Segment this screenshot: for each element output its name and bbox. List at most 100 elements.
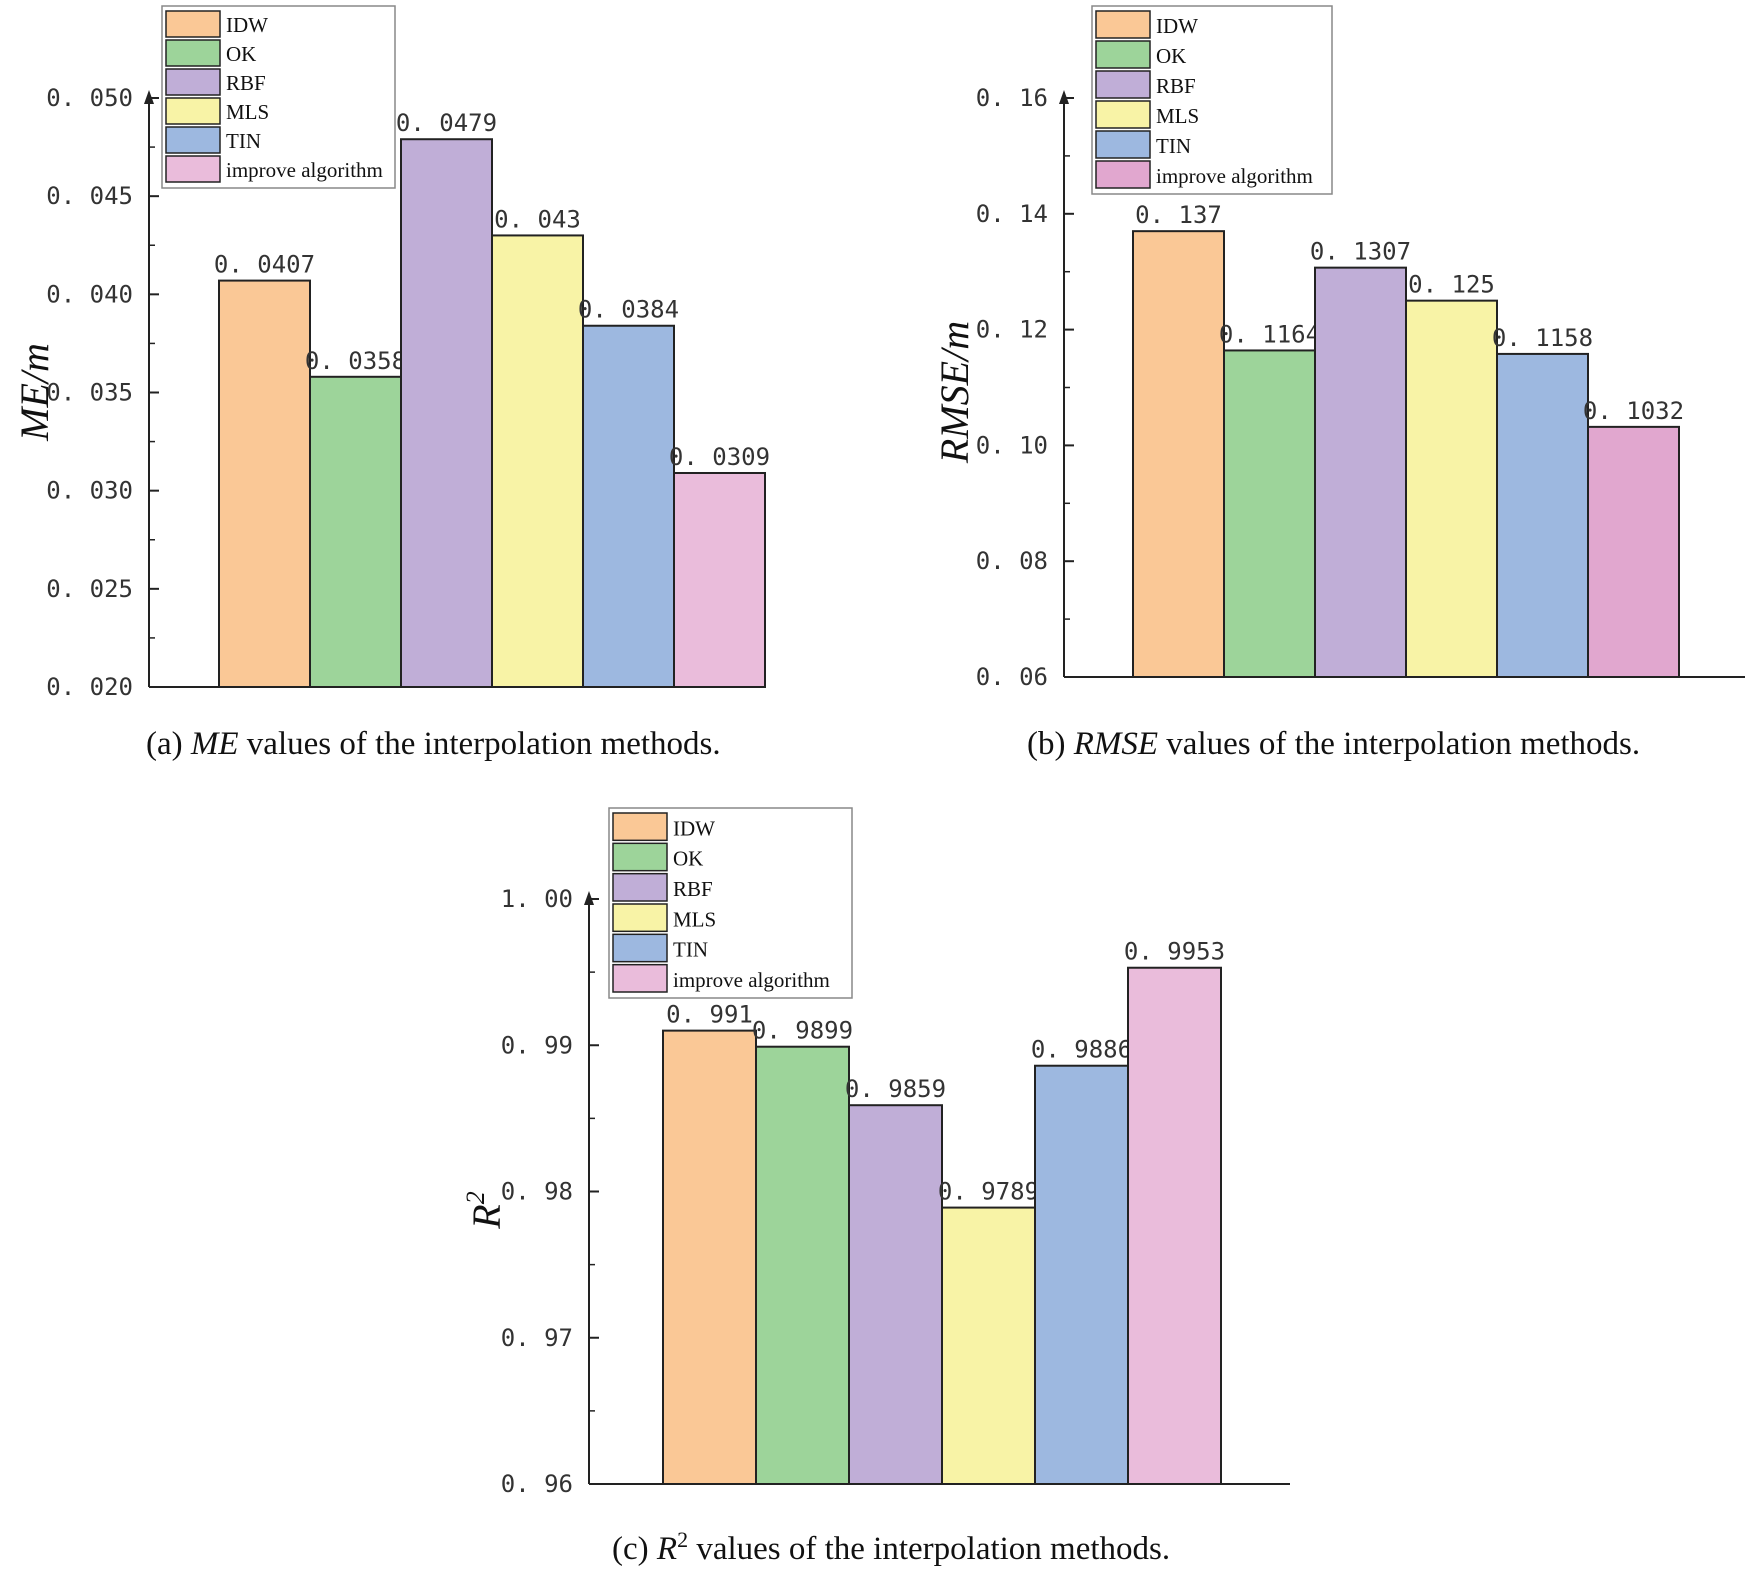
legend-swatch-mls — [1095, 100, 1151, 129]
legend-swatch-idw — [1095, 10, 1151, 39]
y-tick-label: 0. 10 — [976, 431, 1048, 459]
caption-a: (a) ME values of the interpolation metho… — [146, 726, 721, 762]
legend-swatch-mls — [612, 903, 668, 933]
legend-swatch-tin — [612, 933, 668, 963]
data-label-rbf: 0. 9859 — [845, 1075, 946, 1103]
bar-ok — [755, 1045, 850, 1486]
bar-tin — [1496, 352, 1589, 678]
data-label-tin: 0. 0384 — [578, 296, 679, 324]
legend-swatch-idw — [165, 10, 221, 38]
bar-idw — [218, 279, 311, 688]
legend-label-rbf: RBF — [1156, 74, 1196, 98]
caption-c: (c) R2 values of the interpolation metho… — [612, 1527, 1171, 1567]
legend-swatch-tin — [1095, 130, 1151, 159]
bar-improve-algorithm — [1587, 425, 1680, 679]
y-tick-label: 1. 00 — [501, 885, 573, 913]
legend-label-ok: OK — [1156, 44, 1186, 68]
legend-label-tin: TIN — [673, 938, 708, 962]
legend-label-rbf: RBF — [673, 877, 713, 901]
y-tick-label: 0. 14 — [976, 200, 1048, 228]
data-label-ok: 0. 9899 — [752, 1017, 853, 1045]
legend-swatch-improve-algorithm — [612, 963, 668, 993]
y-tick-label: 0. 06 — [976, 663, 1048, 691]
bar-mls — [491, 234, 584, 689]
legend-swatch-rbf — [165, 68, 221, 96]
bar-ok — [1223, 349, 1316, 678]
data-label-rbf: 0. 1307 — [1310, 238, 1411, 266]
legend-label-rbf: RBF — [226, 71, 266, 95]
y-tick-label: 0. 12 — [976, 316, 1048, 344]
legend-label-tin: TIN — [1156, 134, 1191, 158]
data-label-ok: 0. 1164 — [1219, 320, 1320, 348]
y-tick-label: 0. 96 — [501, 1470, 573, 1498]
y-axis-label: ME/m — [12, 343, 57, 442]
legend-label-mls: MLS — [1156, 104, 1199, 128]
bar-idw — [1132, 230, 1225, 678]
legend: IDW OK RBF MLS TIN improve algorithm — [161, 5, 396, 189]
data-label-mls: 0. 9789 — [938, 1178, 1039, 1206]
data-label-improve-algorithm: 0. 0309 — [669, 443, 770, 471]
legend-swatch-rbf — [612, 872, 668, 902]
y-tick-label: 0. 08 — [976, 547, 1048, 575]
data-label-idw: 0. 137 — [1135, 201, 1222, 229]
data-label-tin: 0. 9886 — [1031, 1036, 1132, 1064]
y-tick-label: 0. 020 — [46, 673, 133, 701]
legend-swatch-tin — [165, 126, 221, 154]
y-axis-label: RMSE/m — [932, 321, 977, 464]
bar-mls — [941, 1206, 1036, 1486]
bar-improve-algorithm — [1127, 966, 1222, 1485]
y-tick-label: 0. 16 — [976, 84, 1048, 112]
y-tick-label: 0. 030 — [46, 477, 133, 505]
y-tick-label: 0. 025 — [46, 575, 133, 603]
data-label-ok: 0. 0358 — [305, 347, 406, 375]
bar-idw — [662, 1029, 757, 1485]
legend-swatch-ok — [612, 842, 668, 872]
y-tick-label: 0. 045 — [46, 182, 133, 210]
data-label-idw: 0. 991 — [666, 1001, 753, 1029]
legend-swatch-mls — [165, 97, 221, 125]
bar-tin — [582, 324, 675, 688]
y-tick-label: 0. 99 — [501, 1031, 573, 1059]
legend-label-improve-algorithm: improve algorithm — [1156, 164, 1313, 188]
legend-swatch-ok — [165, 39, 221, 67]
bar-rbf — [400, 138, 493, 689]
legend-swatch-ok — [1095, 40, 1151, 69]
legend-swatch-rbf — [1095, 70, 1151, 99]
chart-panel-a: 0. 0407 0. 0358 0. 0479 0. 043 0. 0384 0. 030… — [12, 5, 770, 701]
legend-label-idw: IDW — [673, 816, 715, 840]
y-tick-label: 0. 97 — [501, 1324, 573, 1352]
legend-label-ok: OK — [673, 847, 703, 871]
bar-tin — [1034, 1064, 1129, 1485]
legend-swatch-improve-algorithm — [1095, 160, 1151, 189]
legend-swatch-idw — [612, 812, 668, 842]
data-label-mls: 0. 125 — [1408, 271, 1495, 299]
y-axis-label-superscript: 2 — [461, 1191, 490, 1204]
bar-ok — [309, 375, 402, 688]
data-label-mls: 0. 043 — [494, 205, 581, 233]
legend-label-idw: IDW — [1156, 14, 1198, 38]
y-tick-label: 0. 040 — [46, 280, 133, 308]
data-label-rbf: 0. 0479 — [396, 109, 497, 137]
data-label-tin: 0. 1158 — [1492, 324, 1593, 352]
legend: IDW OK RBF MLS TIN improve algorithm — [1091, 5, 1333, 195]
legend-label-mls: MLS — [226, 100, 269, 124]
chart-panel-b: 0. 137 0. 1164 0. 1307 0. 125 0. 1158 0. 1032… — [932, 5, 1745, 691]
y-tick-label: 0. 050 — [46, 84, 133, 112]
data-label-idw: 0. 0407 — [214, 251, 315, 279]
bar-improve-algorithm — [673, 471, 766, 688]
legend-label-mls: MLS — [673, 907, 716, 931]
caption-b: (b) RMSE values of the interpolation met… — [1027, 726, 1641, 762]
bar-rbf — [848, 1104, 943, 1486]
legend-swatch-improve-algorithm — [165, 155, 221, 183]
legend-label-idw: IDW — [226, 13, 268, 37]
legend-label-tin: TIN — [226, 129, 261, 153]
legend-label-improve-algorithm: improve algorithm — [673, 968, 830, 992]
bar-mls — [1405, 299, 1498, 678]
legend: IDW OK RBF MLS TIN improve algorithm — [608, 807, 853, 999]
y-tick-label: 0. 98 — [501, 1178, 573, 1206]
bar-rbf — [1314, 266, 1407, 678]
legend-label-ok: OK — [226, 42, 256, 66]
data-label-improve-algorithm: 0. 1032 — [1583, 397, 1684, 425]
